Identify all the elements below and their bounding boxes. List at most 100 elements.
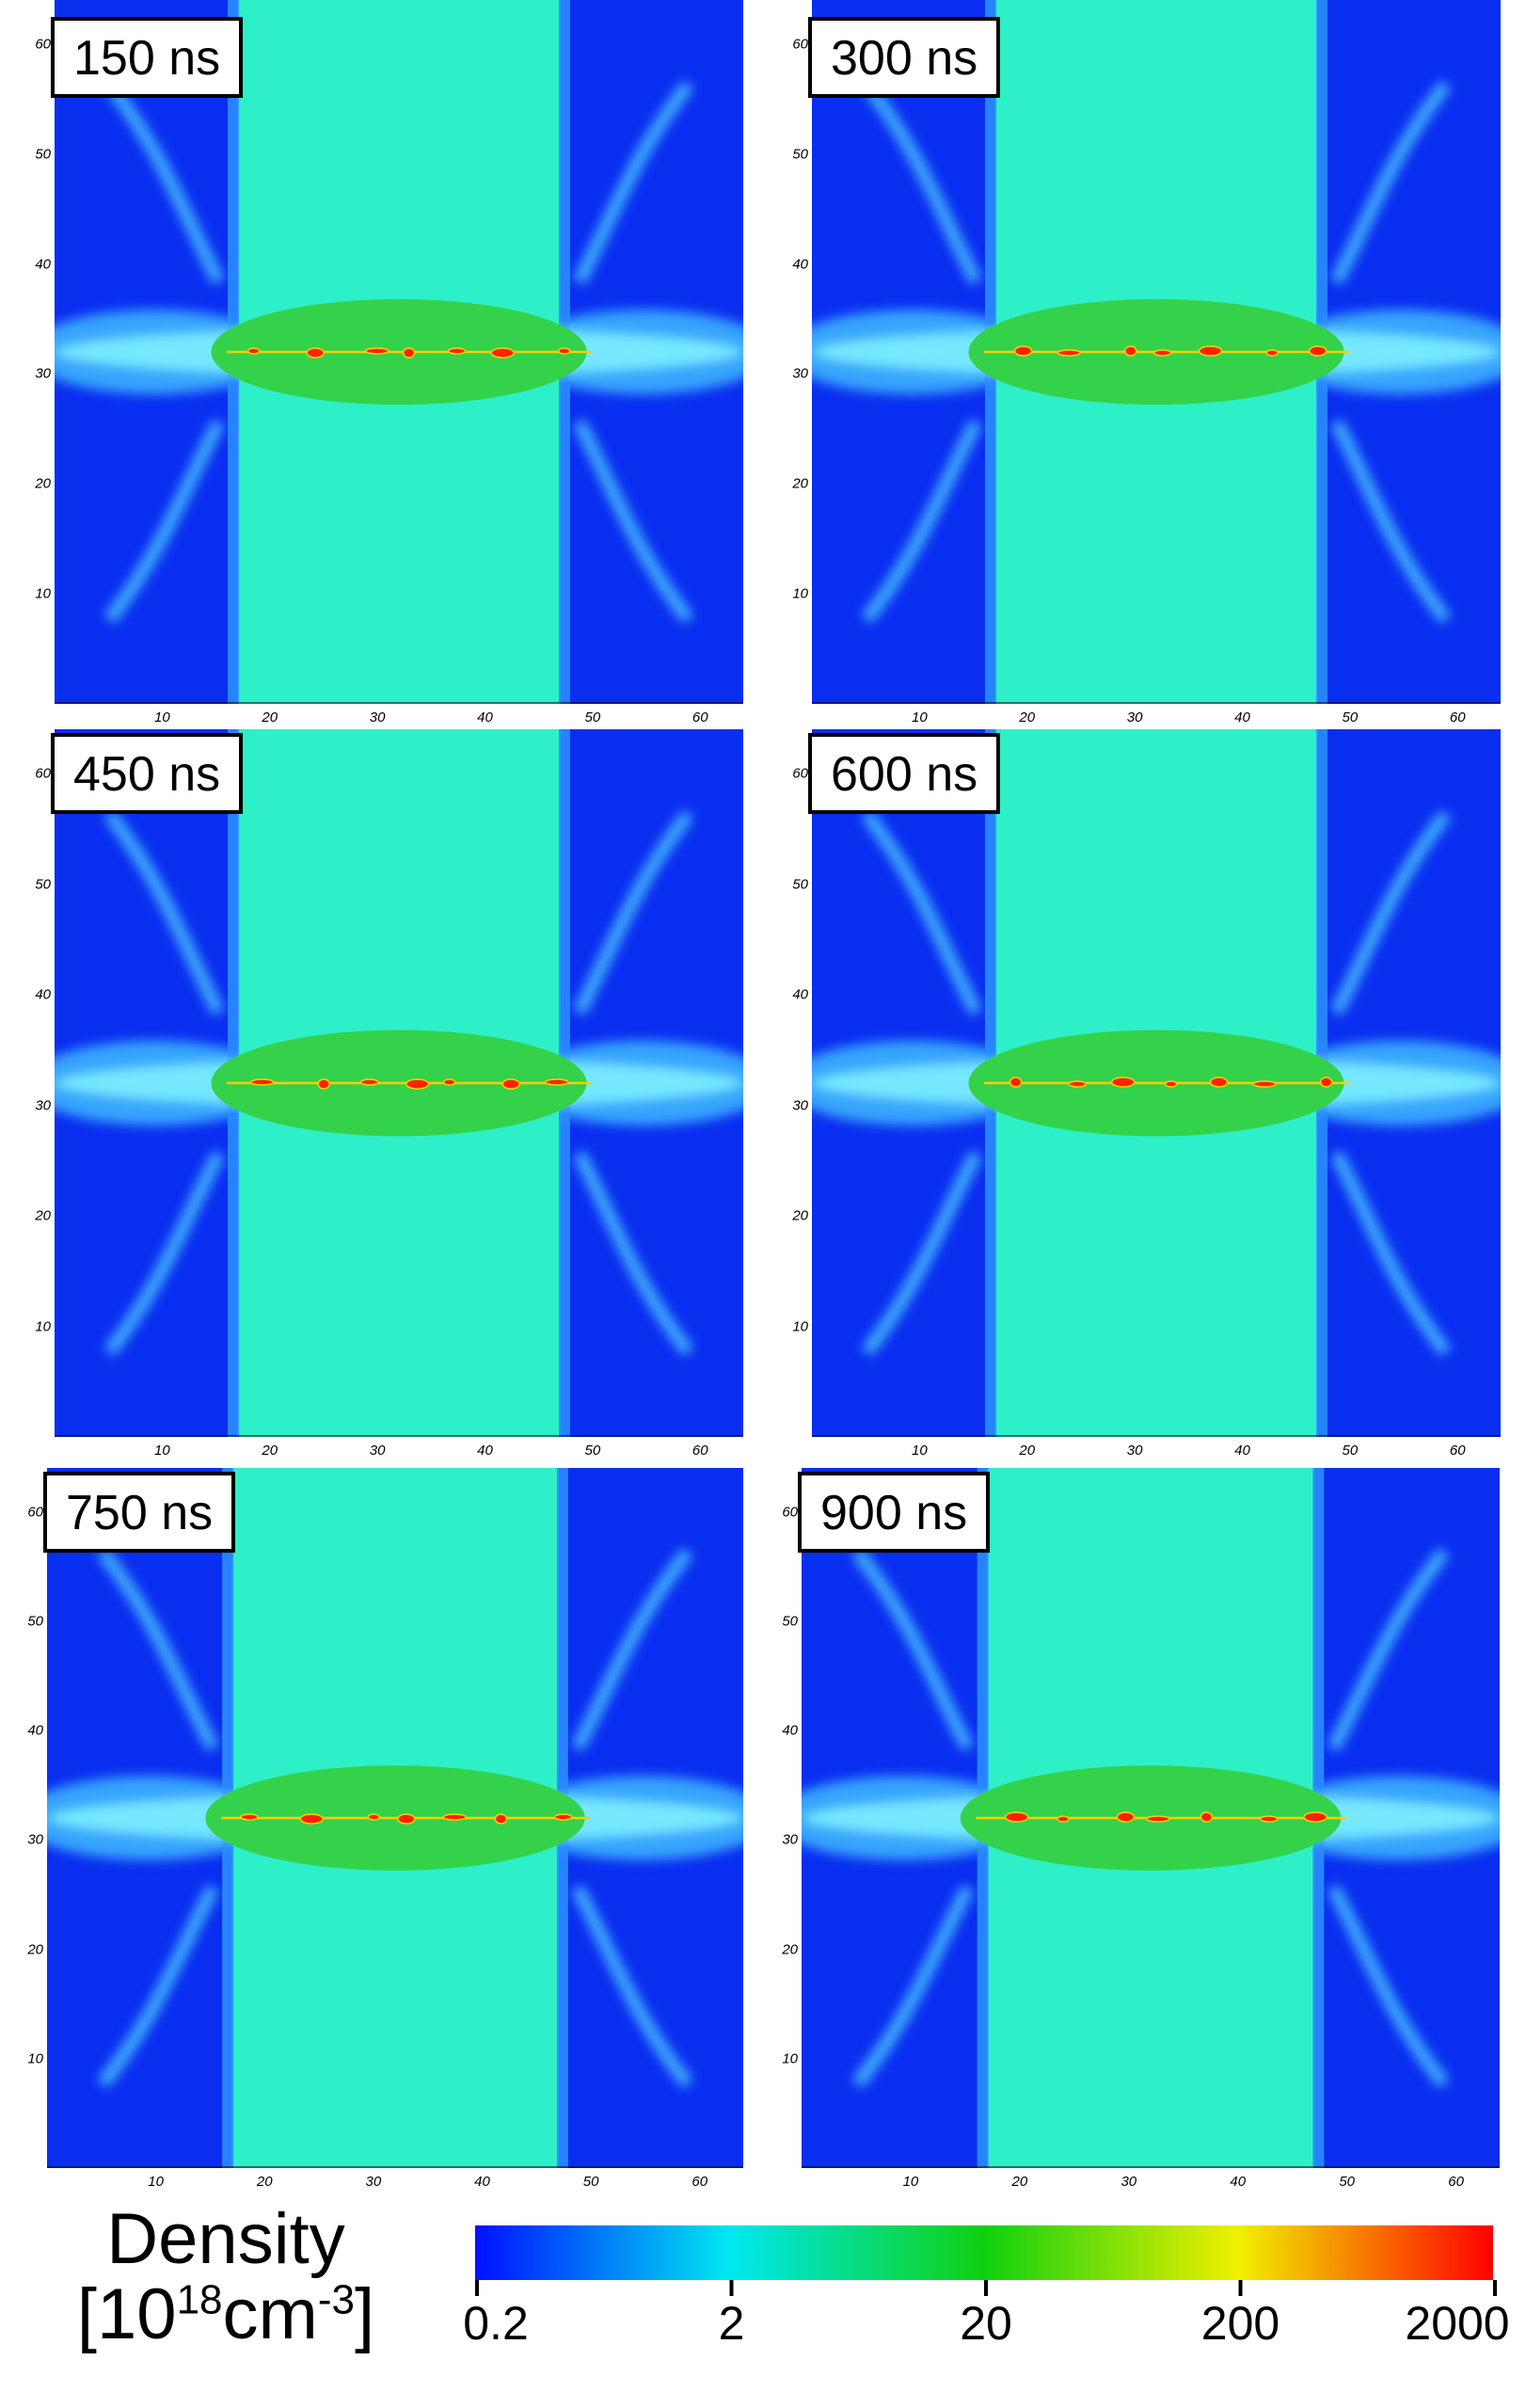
colorbar bbox=[475, 2225, 1497, 2296]
x-tick-label: 10 bbox=[912, 1443, 928, 1459]
x-tick-label: 30 bbox=[1126, 1443, 1143, 1459]
time-label: 300 ns bbox=[808, 17, 1001, 98]
x-tick-label: 30 bbox=[365, 2174, 382, 2190]
x-tick-label: 40 bbox=[1234, 710, 1250, 726]
time-label: 150 ns bbox=[51, 17, 244, 98]
colorbar-title: Density [1018cm-3] bbox=[19, 2202, 433, 2352]
x-tick-label: 30 bbox=[1126, 710, 1143, 726]
density-field bbox=[47, 1468, 743, 2168]
y-tick-label: 10 bbox=[35, 1318, 51, 1334]
x-tick-label: 20 bbox=[262, 1443, 278, 1459]
y-tick-label: 40 bbox=[792, 256, 808, 272]
x-tick-label: 40 bbox=[477, 1443, 493, 1459]
x-tick-label: 40 bbox=[1230, 2174, 1247, 2190]
time-label: 750 ns bbox=[43, 1472, 236, 1553]
y-tick-label: 30 bbox=[792, 1097, 808, 1113]
x-tick-label: 50 bbox=[1342, 710, 1359, 726]
x-tick-label: 20 bbox=[1019, 710, 1036, 726]
x-tick-label: 50 bbox=[1342, 1443, 1359, 1459]
time-label: 450 ns bbox=[51, 733, 244, 814]
y-tick-label: 40 bbox=[35, 256, 51, 272]
y-tick-label: 10 bbox=[792, 1318, 808, 1334]
y-tick-label: 50 bbox=[27, 1613, 43, 1630]
y-tick-label: 60 bbox=[27, 1504, 43, 1520]
colorbar-gradient bbox=[475, 2225, 1493, 2280]
density-field bbox=[802, 1468, 1500, 2168]
colorbar-tick-label: 2000 bbox=[1405, 2297, 1510, 2350]
y-tick-label: 30 bbox=[35, 365, 51, 382]
x-tick-label: 30 bbox=[369, 710, 386, 726]
colorbar-tick-label: 200 bbox=[1200, 2297, 1280, 2350]
density-panel: 150 ns bbox=[51, 0, 743, 704]
colorbar-tick-label: 20 bbox=[960, 2297, 1012, 2350]
y-tick-label: 60 bbox=[782, 1504, 798, 1520]
x-tick-label: 30 bbox=[369, 1443, 386, 1459]
y-tick-label: 60 bbox=[35, 36, 51, 53]
x-tick-label: 10 bbox=[902, 2174, 919, 2190]
x-tick-label: 50 bbox=[584, 1443, 601, 1459]
x-tick-label: 30 bbox=[1121, 2174, 1137, 2190]
y-tick-label: 10 bbox=[792, 585, 808, 602]
y-tick-label: 20 bbox=[792, 475, 808, 492]
x-tick-label: 50 bbox=[582, 2174, 599, 2190]
y-tick-label: 60 bbox=[792, 765, 808, 782]
y-tick-label: 50 bbox=[35, 146, 51, 163]
x-tick-label: 20 bbox=[1011, 2174, 1028, 2190]
colorbar-title-line2: [1018cm-3] bbox=[76, 2273, 375, 2354]
x-tick-label: 20 bbox=[262, 710, 278, 726]
x-tick-label: 10 bbox=[148, 2174, 164, 2190]
y-tick-label: 10 bbox=[782, 2050, 798, 2067]
density-panel: 750 ns bbox=[43, 1468, 743, 2168]
colorbar-title-line1: Density bbox=[106, 2199, 345, 2279]
x-tick-label: 60 bbox=[691, 2174, 708, 2190]
y-tick-label: 40 bbox=[35, 986, 51, 1003]
y-tick-label: 20 bbox=[35, 475, 51, 492]
y-tick-label: 10 bbox=[35, 585, 51, 602]
x-tick-label: 40 bbox=[1234, 1443, 1250, 1459]
density-field bbox=[812, 729, 1501, 1437]
colorbar-tick-label: 2 bbox=[718, 2297, 745, 2350]
density-field bbox=[55, 0, 743, 704]
x-tick-label: 20 bbox=[1019, 1443, 1036, 1459]
x-tick-label: 60 bbox=[1449, 1443, 1466, 1459]
x-tick-label: 40 bbox=[477, 710, 493, 726]
density-field bbox=[812, 0, 1501, 704]
y-tick-label: 50 bbox=[35, 876, 51, 892]
time-label: 900 ns bbox=[798, 1472, 991, 1553]
density-panel: 900 ns bbox=[798, 1468, 1500, 2168]
x-tick-label: 50 bbox=[584, 710, 601, 726]
x-tick-label: 40 bbox=[474, 2174, 490, 2190]
y-tick-label: 30 bbox=[35, 1097, 51, 1113]
x-tick-label: 60 bbox=[691, 1443, 708, 1459]
x-tick-label: 10 bbox=[154, 1443, 170, 1459]
y-tick-label: 50 bbox=[792, 146, 808, 163]
y-tick-label: 40 bbox=[27, 1722, 43, 1739]
x-tick-label: 60 bbox=[691, 710, 708, 726]
density-panel: 450 ns bbox=[51, 729, 743, 1437]
density-panel: 300 ns bbox=[808, 0, 1501, 704]
colorbar-tick-label: 0.2 bbox=[463, 2297, 529, 2350]
y-tick-label: 20 bbox=[792, 1207, 808, 1224]
density-field bbox=[55, 729, 743, 1437]
y-tick-label: 30 bbox=[792, 365, 808, 382]
density-panel: 600 ns bbox=[808, 729, 1501, 1437]
y-tick-label: 50 bbox=[782, 1613, 798, 1630]
x-tick-label: 10 bbox=[154, 710, 170, 726]
y-tick-label: 20 bbox=[782, 1941, 798, 1957]
x-tick-label: 20 bbox=[256, 2174, 273, 2190]
x-tick-label: 50 bbox=[1339, 2174, 1356, 2190]
y-tick-label: 60 bbox=[35, 765, 51, 782]
y-tick-label: 20 bbox=[27, 1941, 43, 1957]
y-tick-label: 30 bbox=[782, 1831, 798, 1848]
x-tick-label: 10 bbox=[912, 710, 928, 726]
y-tick-label: 30 bbox=[27, 1831, 43, 1848]
y-tick-label: 20 bbox=[35, 1207, 51, 1224]
y-tick-label: 40 bbox=[782, 1722, 798, 1739]
y-tick-label: 50 bbox=[792, 876, 808, 892]
y-tick-label: 40 bbox=[792, 986, 808, 1003]
x-tick-label: 60 bbox=[1448, 2174, 1464, 2190]
y-tick-label: 10 bbox=[27, 2050, 43, 2067]
y-tick-label: 60 bbox=[792, 36, 808, 53]
time-label: 600 ns bbox=[808, 733, 1001, 814]
x-tick-label: 60 bbox=[1449, 710, 1466, 726]
